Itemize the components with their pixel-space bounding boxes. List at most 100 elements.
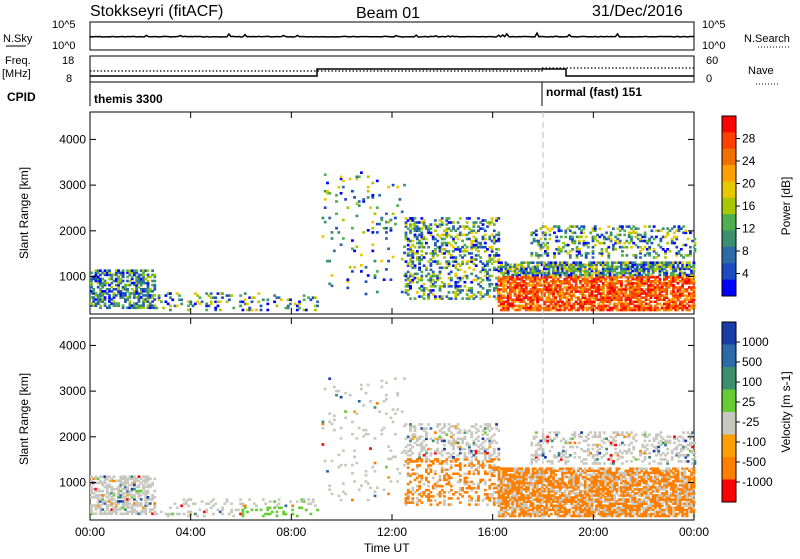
data-cell [527, 467, 530, 470]
data-cell [289, 500, 292, 503]
station-title: Stokkseyri (fitACF) [90, 3, 223, 20]
data-cell [376, 206, 379, 209]
data-cell [358, 200, 361, 203]
data-cell [351, 433, 354, 436]
data-cell [369, 400, 372, 403]
data-cell [371, 250, 374, 253]
data-cell [475, 491, 478, 494]
data-cell [482, 223, 485, 226]
data-cell [535, 230, 538, 233]
colorbar-segment [722, 214, 736, 231]
data-cell [358, 204, 361, 207]
data-cell [257, 292, 260, 295]
data-cell [230, 509, 233, 512]
nsky-trace [90, 33, 694, 37]
data-cell [452, 225, 455, 228]
data-cell [475, 264, 478, 267]
data-cell [430, 503, 433, 506]
data-cell [353, 250, 356, 253]
data-cell [349, 394, 352, 397]
data-cell [300, 507, 303, 510]
data-cell [662, 227, 665, 230]
data-cell [335, 213, 338, 216]
data-cell [477, 460, 480, 463]
data-cell [497, 258, 500, 261]
data-cell [425, 431, 428, 434]
data-cell [477, 440, 480, 443]
data-cell [378, 194, 381, 197]
data-cell [493, 230, 496, 233]
data-cell [276, 305, 279, 308]
data-cell [657, 254, 660, 257]
data-cell [219, 301, 222, 304]
data-cell [470, 273, 473, 276]
data-cell [266, 299, 269, 302]
data-cell [212, 498, 215, 501]
data-cell [427, 481, 430, 484]
data-cell [430, 227, 433, 230]
data-cell [322, 217, 325, 220]
data-cell [189, 301, 192, 304]
data-cell [353, 456, 356, 459]
data-cell [470, 497, 473, 500]
data-cell [399, 472, 402, 475]
data-cell [621, 250, 624, 253]
data-cell [230, 502, 233, 505]
data-cell [461, 495, 464, 498]
data-cell [684, 230, 687, 233]
data-cell [280, 299, 283, 302]
data-cell [450, 485, 453, 488]
data-cell [266, 303, 269, 306]
data-cell [484, 238, 487, 241]
data-cell [176, 305, 179, 308]
data-cell [418, 267, 421, 270]
data-cell [342, 482, 345, 485]
data-cell [409, 285, 412, 288]
data-cell [482, 287, 485, 290]
data-cell [587, 246, 590, 249]
data-cell [423, 483, 426, 486]
data-cell [394, 217, 397, 220]
data-cell [337, 186, 340, 189]
data-cell [441, 221, 444, 224]
data-cell [405, 423, 408, 426]
data-cell [255, 309, 258, 312]
data-cell [425, 427, 428, 430]
data-cell [439, 262, 442, 265]
data-cell [466, 491, 469, 494]
data-cell [340, 464, 343, 467]
nsky-label: N.Sky [3, 33, 33, 45]
data-cell [477, 429, 480, 432]
data-cell [365, 280, 368, 283]
data-cell [443, 444, 446, 447]
data-cell [371, 243, 374, 246]
data-cell [423, 297, 426, 300]
data-cell [390, 219, 393, 222]
colorbar-segment [722, 231, 736, 248]
data-cell [99, 304, 102, 307]
data-cell [497, 238, 500, 241]
data-cell [396, 204, 399, 207]
data-cell [194, 502, 197, 505]
data-cell [328, 489, 331, 492]
data-cell [340, 499, 343, 502]
data-cell [140, 498, 143, 501]
data-cell [189, 511, 192, 514]
data-cell [614, 248, 617, 251]
data-cell [369, 486, 372, 489]
data-cell [493, 475, 496, 478]
data-cell [669, 250, 672, 253]
data-cell [328, 192, 331, 195]
data-cell [495, 501, 498, 504]
data-cell [221, 513, 224, 516]
freq-panel: Freq. [MHz] 18 8 60 0 Nave [2, 55, 780, 85]
data-cell [344, 417, 347, 420]
data-cell [639, 256, 642, 259]
data-cell [681, 261, 684, 264]
data-cell [457, 497, 460, 500]
data-cell [401, 258, 404, 261]
data-cell [401, 291, 404, 294]
data-cell [430, 491, 433, 494]
data-cell [356, 245, 359, 248]
data-cell [409, 481, 412, 484]
